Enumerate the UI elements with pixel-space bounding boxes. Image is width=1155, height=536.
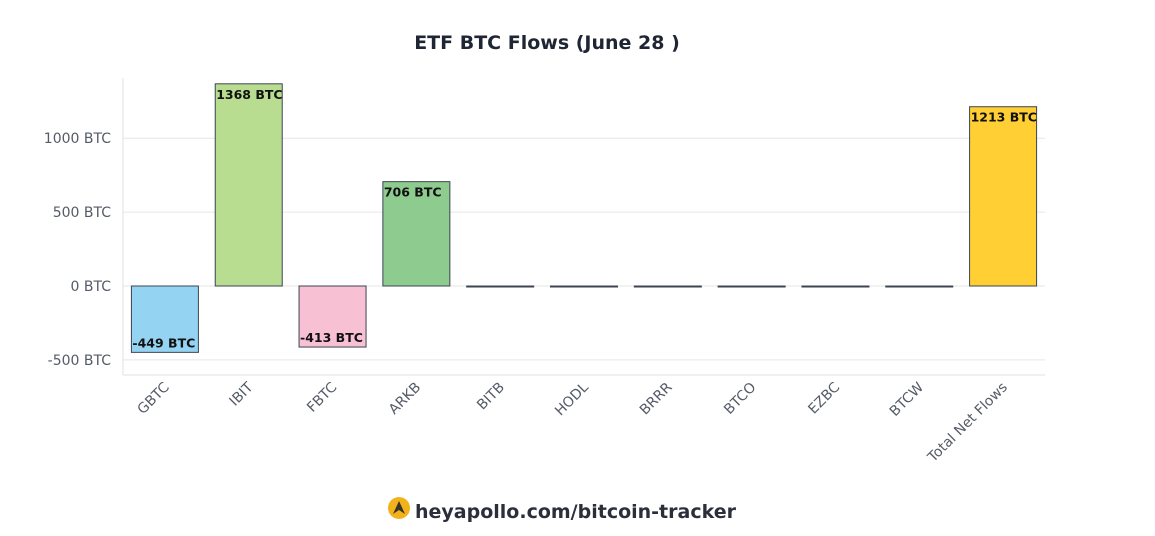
data-label: 706 BTC	[384, 185, 442, 200]
x-tick-label: EZBC	[805, 379, 843, 417]
y-tick-label: 1000 BTC	[44, 131, 111, 147]
y-tick-label: 0 BTC	[71, 279, 112, 295]
x-tick-label: HODL	[552, 379, 592, 419]
y-tick-label: 500 BTC	[53, 205, 112, 221]
y-tick-label: -500 BTC	[48, 353, 112, 369]
bar-ezbc[interactable]	[801, 285, 870, 288]
footer[interactable]: heyapollo.com/bitcoin-tracker	[388, 497, 737, 523]
bar-gbtc[interactable]	[130, 285, 199, 353]
x-tick-label: ARKB	[386, 380, 424, 418]
axes	[122, 78, 1045, 376]
chart-title: ETF BTC Flows (June 28 )	[414, 32, 680, 54]
bar-btco[interactable]	[717, 285, 786, 288]
bar-btcw[interactable]	[885, 285, 954, 288]
x-tick-label: BITB	[474, 380, 508, 414]
data-label: -449 BTC	[132, 335, 195, 350]
apollo-logo-icon	[388, 497, 410, 519]
data-label: -413 BTC	[300, 330, 363, 345]
bar-fbtc[interactable]	[298, 285, 367, 348]
x-tick-label: GBTC	[135, 379, 173, 417]
data-label: 1368 BTC	[216, 87, 282, 102]
bar-ibit[interactable]	[214, 83, 283, 287]
data-label: 1213 BTC	[971, 110, 1037, 125]
bar-arkb[interactable]	[382, 181, 451, 287]
bar-total-net-flows[interactable]	[969, 106, 1038, 287]
x-tick-labels: GBTC IBIT FBTC ARKB BITB HODL BRRR BTCO EZBC BTCW…	[135, 379, 1011, 466]
bars	[130, 83, 1038, 353]
x-tick-label: BTCW	[887, 379, 927, 419]
bar-brrr[interactable]	[633, 285, 702, 288]
footer-link[interactable]: heyapollo.com/bitcoin-tracker	[415, 501, 737, 523]
bar-hodl[interactable]	[550, 285, 618, 288]
data-labels: -449 BTC 1368 BTC -413 BTC 706 BTC 1213 BTC	[132, 87, 1037, 351]
x-tick-label: BRRR	[637, 379, 676, 418]
x-tick-label: BTCO	[721, 380, 759, 418]
x-tick-label: FBTC	[304, 379, 340, 415]
x-tick-label: IBIT	[227, 379, 257, 409]
bar-bitb[interactable]	[466, 285, 535, 288]
x-tick-label: Total Net Flows	[924, 380, 1011, 467]
y-tick-labels: -500 BTC 0 BTC 500 BTC 1000 BTC	[44, 131, 111, 369]
